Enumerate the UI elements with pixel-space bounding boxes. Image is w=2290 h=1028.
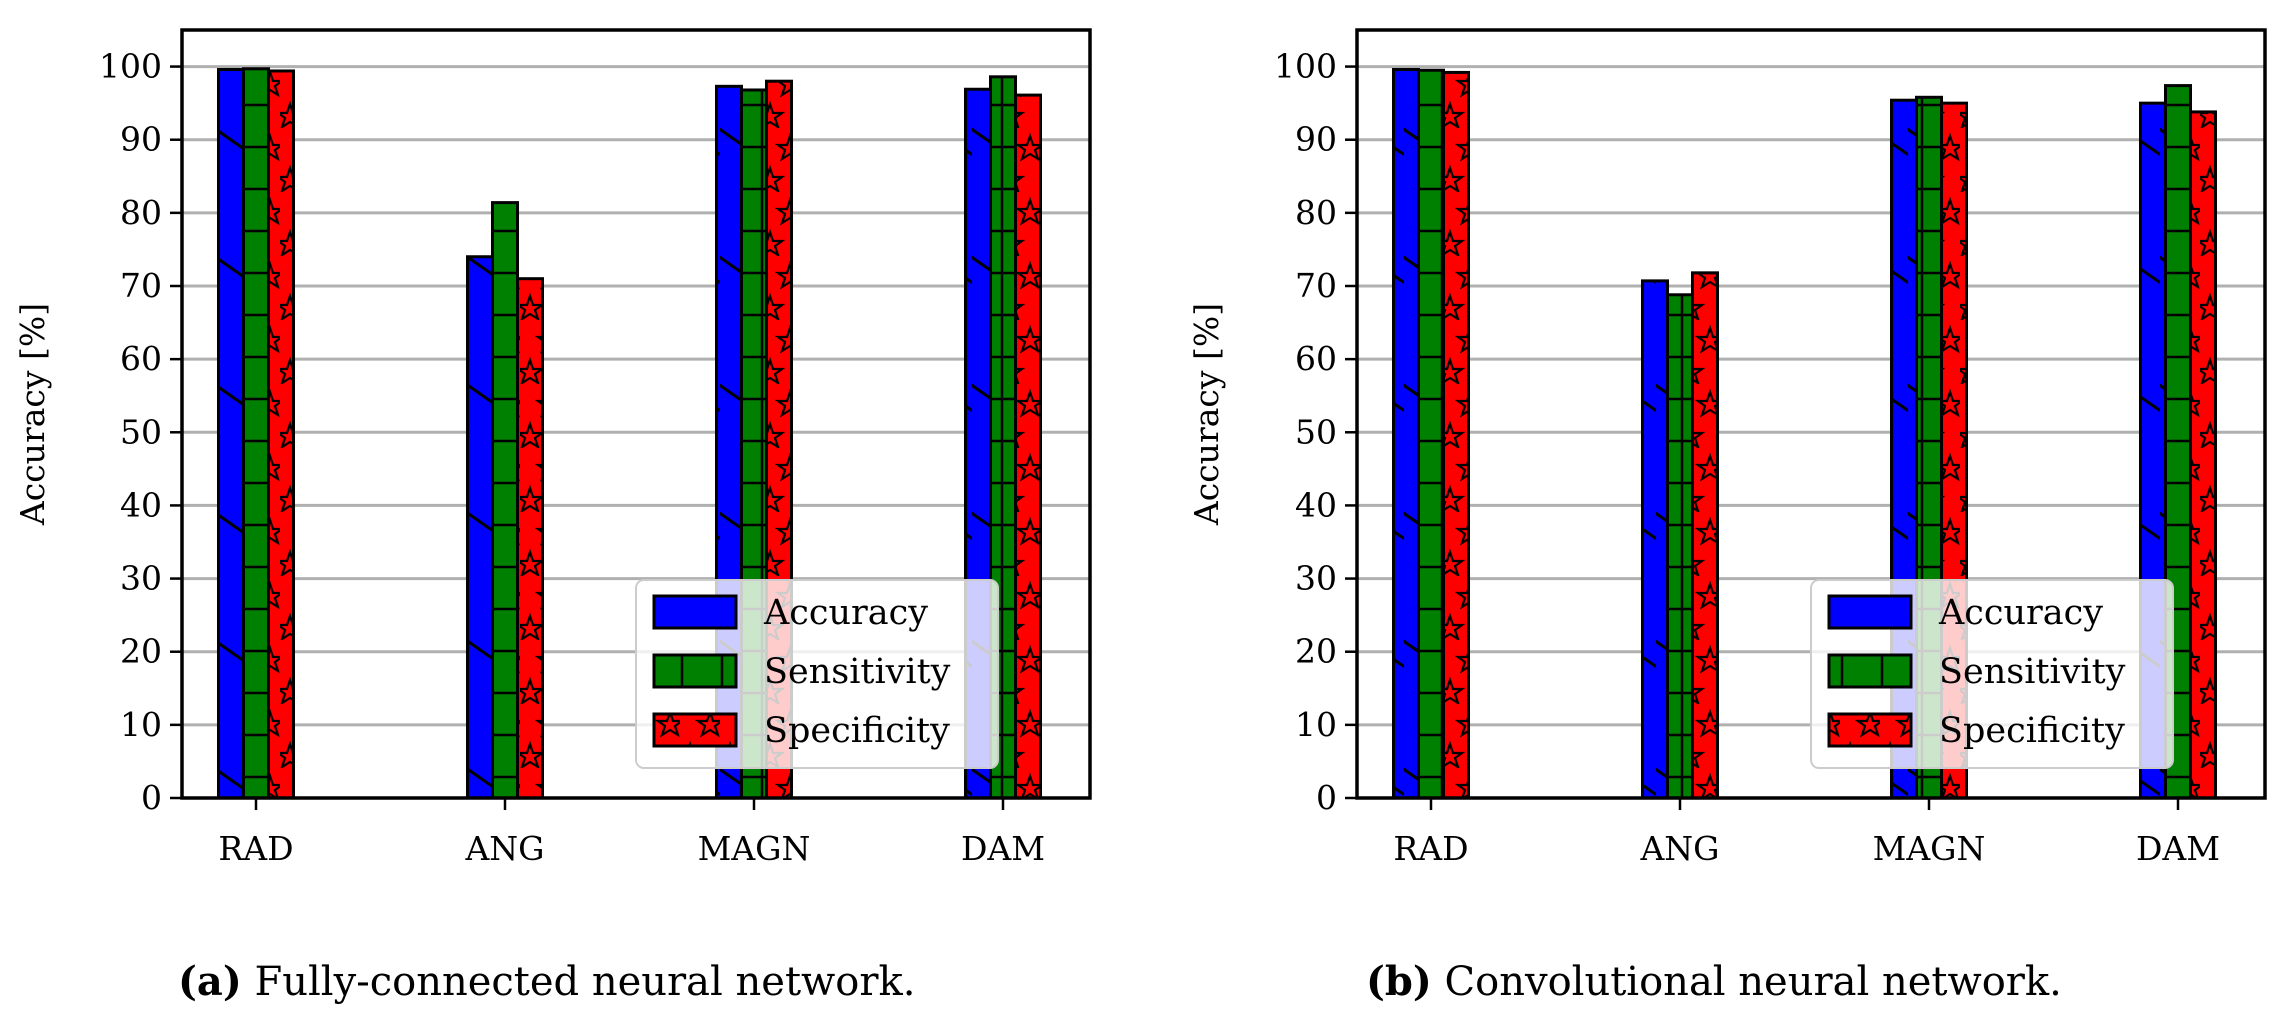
legend: Accuracy Sensitivity Specificity (1810, 579, 2174, 769)
y-tick-label: 100 (1274, 47, 1337, 86)
bar-specificity-dam (1014, 93, 1042, 800)
bar-accuracy-ang (466, 255, 494, 800)
legend-label: Specificity (764, 711, 950, 751)
bar-hatch (466, 255, 494, 800)
legend-label: Accuracy (1938, 593, 2103, 633)
bar-hatch (1392, 67, 1420, 800)
bar-hatch (2189, 110, 2217, 800)
bar-sensitivity-ang (491, 201, 519, 800)
legend-label: Sensitivity (1939, 652, 2126, 692)
bar-hatch (242, 67, 270, 800)
legend-label: Specificity (1939, 711, 2125, 751)
legend-swatch-hatch (652, 712, 738, 748)
y-tick-label: 60 (120, 339, 162, 378)
y-tick-label: 100 (99, 47, 162, 86)
bar-hatch (1666, 293, 1694, 800)
x-tick-label: RAD (1393, 829, 1468, 868)
y-tick-label: 80 (1295, 193, 1337, 232)
bar-specificity-ang (516, 277, 544, 800)
x-tick-label: MAGN (1873, 829, 1986, 868)
legend-swatch-hatch (1827, 653, 1913, 689)
x-tick-label: ANG (464, 829, 544, 868)
caption-text: Fully-connected neural network. (242, 959, 916, 1005)
y-tick-label: 0 (141, 778, 162, 817)
y-tick-label: 70 (120, 266, 162, 305)
chart-panel-a: 0 10 20 30 40 50 60 70 80 90 100 RAD ANG MAGN DAM Accur… (13, 28, 1092, 1005)
chart-panel-b: 0 10 20 30 40 50 60 70 80 90 100 RAD ANG MAGN DAM Accur… (1187, 28, 2267, 1005)
axes-frame (180, 28, 1092, 800)
caption-label: (a) (178, 958, 242, 1005)
y-axis-label: Accuracy [%] (1187, 303, 1226, 526)
bar-hatch (1691, 271, 1719, 800)
y-tick-label: 60 (1295, 339, 1337, 378)
y-tick-label: 50 (120, 412, 162, 451)
x-tick-label: DAM (961, 829, 1045, 868)
y-axis-label: Accuracy [%] (13, 303, 52, 526)
legend-entry-specificity: Specificity (1827, 711, 2125, 751)
bar-sensitivity-rad (1417, 68, 1445, 800)
legend-entry-specificity: Specificity (652, 711, 950, 751)
legend-label: Accuracy (763, 593, 928, 633)
legend-label: Sensitivity (764, 652, 951, 692)
caption: (a) Fully-connected neural network. (178, 958, 915, 1005)
y-tick-label: 40 (120, 485, 162, 524)
legend-entry-sensitivity: Sensitivity (1827, 652, 2126, 692)
legend-swatch-hatch (652, 594, 738, 630)
caption-text: Convolutional neural network. (1432, 959, 2062, 1005)
bar-hatch (1442, 70, 1470, 800)
caption: (b) Convolutional neural network. (1366, 958, 2062, 1005)
y-tick-label: 30 (1295, 559, 1337, 598)
bar-sensitivity-rad (242, 67, 270, 800)
bar-accuracy-rad (1392, 67, 1420, 800)
bar-hatch (217, 67, 245, 800)
bar-specificity-rad (267, 69, 295, 800)
x-tick-label: DAM (2136, 829, 2220, 868)
y-tick-label: 30 (120, 559, 162, 598)
bar-hatch (1641, 279, 1669, 800)
caption-label: (b) (1366, 958, 1432, 1005)
y-tick-label: 80 (120, 193, 162, 232)
bar-accuracy-rad (217, 67, 245, 800)
y-tick-label: 10 (1295, 705, 1337, 744)
bar-specificity-ang (1691, 271, 1719, 800)
x-tick-label: RAD (218, 829, 293, 868)
y-tick-label: 20 (1295, 632, 1337, 671)
legend-swatch-hatch (1827, 712, 1913, 748)
legend-swatch-hatch (1827, 594, 1913, 630)
legend-swatch-hatch (652, 653, 738, 689)
bar-hatch (267, 69, 295, 800)
bar-sensitivity-ang (1666, 293, 1694, 800)
legend-entry-sensitivity: Sensitivity (652, 652, 951, 692)
bar-accuracy-ang (1641, 279, 1669, 800)
y-tick-label: 40 (1295, 485, 1337, 524)
y-tick-label: 20 (120, 632, 162, 671)
axes-frame (1355, 28, 2267, 800)
bar-specificity-rad (1442, 70, 1470, 800)
y-tick-label: 90 (1295, 120, 1337, 159)
bar-hatch (516, 277, 544, 800)
bar-hatch (1417, 68, 1445, 800)
y-tick-label: 50 (1295, 412, 1337, 451)
y-tick-label: 90 (120, 120, 162, 159)
y-tick-label: 0 (1316, 778, 1337, 817)
y-tick-label: 70 (1295, 266, 1337, 305)
bar-hatch (491, 201, 519, 800)
y-tick-label: 10 (120, 705, 162, 744)
legend-entry-accuracy: Accuracy (1827, 593, 2103, 633)
bar-hatch (1014, 93, 1042, 800)
legend-entry-accuracy: Accuracy (652, 593, 928, 633)
bar-specificity-dam (2189, 110, 2217, 800)
x-tick-label: ANG (1639, 829, 1719, 868)
legend: Accuracy Sensitivity Specificity (635, 579, 999, 769)
x-tick-label: MAGN (698, 829, 811, 868)
